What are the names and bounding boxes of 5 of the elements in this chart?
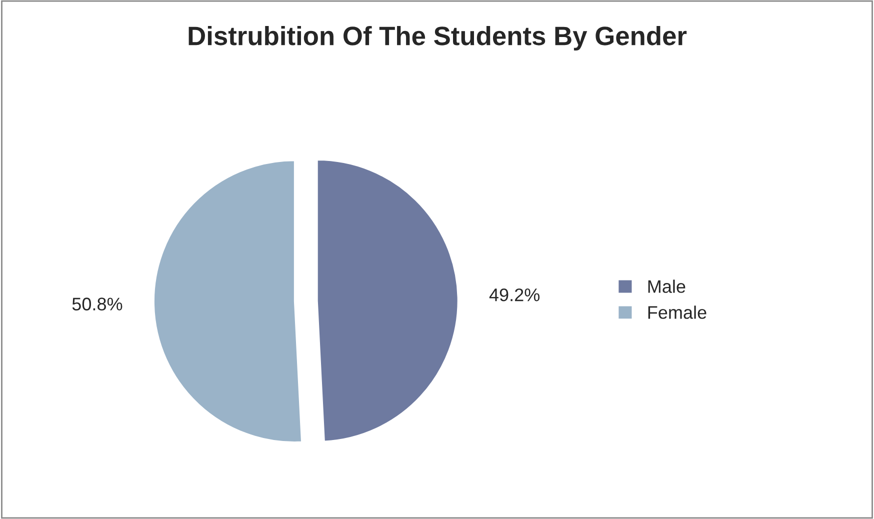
legend-label: Male — [648, 280, 686, 293]
legend-label: Female — [648, 306, 706, 319]
data-label: 49.2% — [489, 288, 540, 302]
chart-title: Distrubition Of The Students By Gender — [188, 26, 687, 51]
data-label: 50.8% — [72, 298, 122, 310]
